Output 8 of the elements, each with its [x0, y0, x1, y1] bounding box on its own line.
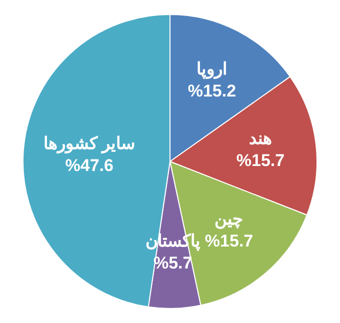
slice-label: هند	[248, 129, 272, 148]
data-label: %15.2	[188, 81, 236, 100]
slice-label: چین	[214, 210, 244, 230]
data-label: %15.7	[236, 151, 285, 170]
slice-label: سایر کشورها	[44, 134, 136, 154]
data-label: %15.7	[204, 232, 254, 251]
data-label: %47.6	[65, 156, 114, 176]
slice-label: اروپا	[196, 59, 228, 80]
